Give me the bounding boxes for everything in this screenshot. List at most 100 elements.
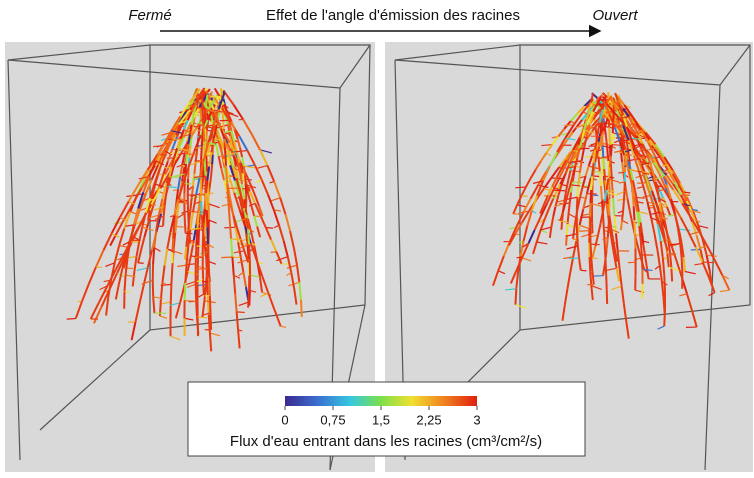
root <box>208 296 209 314</box>
colorbar-tick-label: 1,5 <box>372 412 390 427</box>
root-branch <box>635 197 645 198</box>
root-branch <box>210 96 220 97</box>
root <box>196 229 197 247</box>
open-label: Ouvert <box>592 7 638 24</box>
root <box>642 233 643 244</box>
root <box>211 164 212 174</box>
root <box>210 174 211 184</box>
root <box>185 247 186 259</box>
legend: 0 0,75 1,5 2,25 3 Flux d'eau entrant dans le… <box>188 382 585 456</box>
root <box>171 267 172 284</box>
root <box>163 216 164 226</box>
root <box>612 133 613 144</box>
root-branch <box>579 231 590 232</box>
root-branch <box>185 301 196 302</box>
root-branch <box>573 182 583 183</box>
root <box>621 221 622 231</box>
root <box>591 176 592 190</box>
root <box>590 257 591 271</box>
root-branch <box>237 312 245 313</box>
root <box>165 197 166 207</box>
root <box>206 269 207 285</box>
root <box>227 184 228 202</box>
root <box>592 163 593 176</box>
root <box>171 284 172 301</box>
root <box>231 239 232 257</box>
root <box>577 185 578 197</box>
root <box>660 202 661 212</box>
root-branch <box>67 318 76 319</box>
figure-title: Effet de l'angle d'émission des racines <box>266 7 520 24</box>
root <box>201 202 202 215</box>
root <box>185 164 186 174</box>
root <box>573 228 574 239</box>
root <box>603 157 604 169</box>
root <box>212 155 213 165</box>
root-branch <box>667 254 674 255</box>
root <box>607 238 608 251</box>
root <box>600 171 601 186</box>
root <box>590 190 591 204</box>
root <box>205 159 206 176</box>
root <box>230 220 231 238</box>
root <box>613 198 614 216</box>
root <box>189 147 190 158</box>
root <box>226 166 227 184</box>
colorbar-tick-label: 3 <box>473 412 480 427</box>
root <box>197 317 198 335</box>
root <box>210 296 211 313</box>
root <box>124 275 125 292</box>
root <box>603 216 604 231</box>
root-branch <box>691 249 701 250</box>
root-branch <box>667 215 675 216</box>
root <box>186 235 187 247</box>
root <box>202 91 203 108</box>
root <box>202 215 203 228</box>
root <box>604 169 605 181</box>
root <box>578 246 579 258</box>
root <box>164 206 165 216</box>
root <box>205 176 206 193</box>
root <box>249 245 250 260</box>
colorbar-tick-label: 0,75 <box>320 412 345 427</box>
colorbar-tick-label: 0 <box>281 412 288 427</box>
root <box>623 201 624 211</box>
root <box>608 167 609 178</box>
root <box>173 239 174 251</box>
root <box>185 224 186 234</box>
root <box>223 111 224 129</box>
root <box>682 259 683 274</box>
root <box>670 254 671 268</box>
root <box>185 265 186 283</box>
colorbar-tick-label: 2,25 <box>416 412 441 427</box>
root <box>196 299 197 317</box>
root <box>232 257 233 275</box>
root <box>569 203 570 214</box>
root <box>661 212 662 222</box>
root <box>209 278 210 295</box>
root <box>244 166 245 175</box>
root <box>641 240 642 254</box>
root <box>153 248 154 264</box>
root <box>624 192 625 202</box>
root <box>153 297 154 313</box>
root <box>201 148 202 161</box>
root <box>671 267 672 281</box>
root <box>208 188 209 204</box>
root-branch <box>167 187 176 188</box>
root <box>591 258 592 272</box>
root-branch <box>199 285 206 286</box>
root <box>610 156 611 167</box>
closed-label: Fermé <box>128 7 171 24</box>
root-branch <box>553 190 565 191</box>
root <box>203 228 204 241</box>
root <box>591 244 592 258</box>
root <box>567 224 568 235</box>
root <box>634 206 635 220</box>
colorbar <box>285 396 477 406</box>
root <box>611 145 612 156</box>
root-branch <box>703 262 715 263</box>
colorbar-label: Flux d'eau entrant dans les racines (cm³… <box>230 433 542 450</box>
root <box>592 271 593 284</box>
root <box>642 255 643 269</box>
